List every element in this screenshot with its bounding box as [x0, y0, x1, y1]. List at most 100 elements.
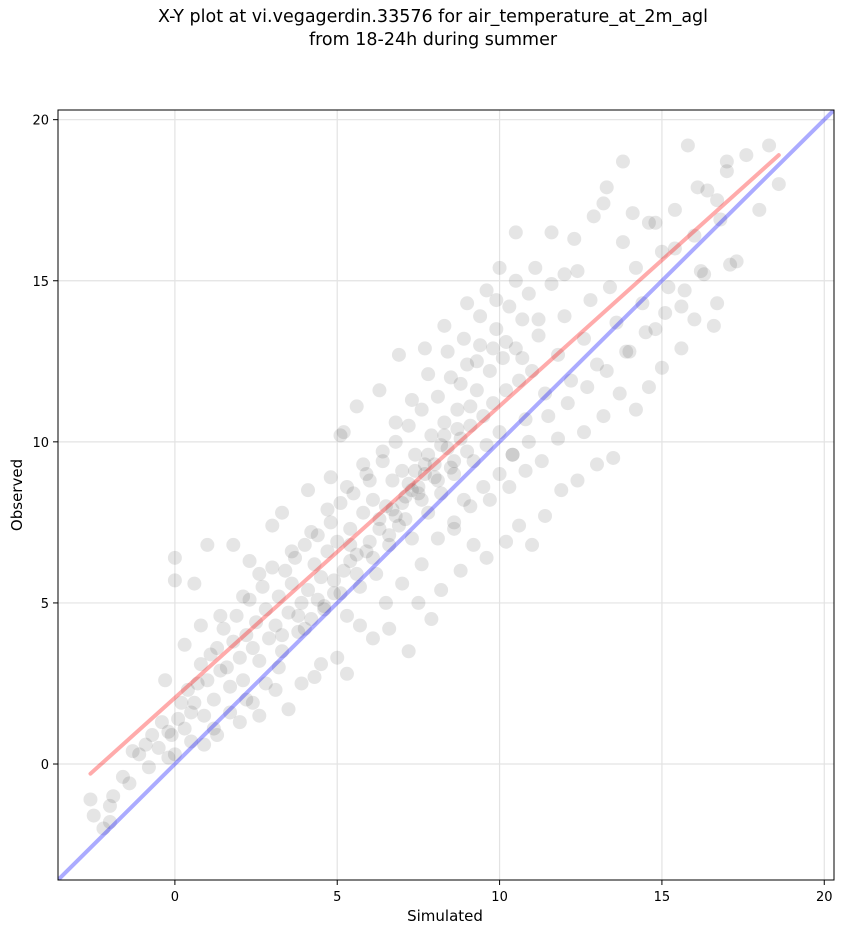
- data-point: [424, 428, 439, 443]
- data-point: [271, 589, 286, 604]
- data-point: [388, 508, 403, 523]
- data-point: [391, 347, 406, 362]
- data-point: [713, 212, 728, 227]
- data-point: [589, 457, 604, 472]
- data-point: [154, 715, 169, 730]
- data-point: [395, 496, 410, 511]
- data-point: [450, 421, 465, 436]
- data-point: [505, 447, 520, 462]
- data-point: [382, 528, 397, 543]
- data-point: [677, 283, 692, 298]
- data-point: [499, 534, 514, 549]
- data-point: [333, 428, 348, 443]
- data-point: [521, 286, 536, 301]
- data-point: [508, 225, 523, 240]
- data-point: [508, 341, 523, 356]
- data-point: [667, 202, 682, 217]
- data-point: [414, 402, 429, 417]
- data-point: [612, 386, 627, 401]
- data-point: [184, 705, 199, 720]
- data-point: [372, 512, 387, 527]
- data-point: [447, 454, 462, 469]
- data-point: [430, 473, 445, 488]
- data-point: [158, 673, 173, 688]
- data-point: [596, 196, 611, 211]
- data-point: [242, 554, 257, 569]
- data-point: [206, 692, 221, 707]
- data-point: [525, 363, 540, 378]
- data-point: [288, 550, 303, 565]
- data-point: [430, 531, 445, 546]
- data-point: [262, 631, 277, 646]
- data-point: [638, 325, 653, 340]
- data-point: [421, 505, 436, 520]
- data-point: [359, 544, 374, 559]
- data-point: [398, 489, 413, 504]
- data-point: [437, 415, 452, 430]
- data-point: [609, 315, 624, 330]
- data-point: [502, 299, 517, 314]
- data-point: [236, 589, 251, 604]
- data-point: [479, 550, 494, 565]
- data-point: [499, 334, 514, 349]
- data-point: [531, 312, 546, 327]
- data-point: [479, 438, 494, 453]
- data-point: [356, 505, 371, 520]
- data-point: [628, 260, 643, 275]
- data-point: [167, 550, 182, 565]
- data-point: [538, 508, 553, 523]
- data-point: [752, 202, 767, 217]
- data-point: [515, 312, 530, 327]
- data-point: [557, 267, 572, 282]
- data-point: [310, 592, 325, 607]
- data-point: [395, 463, 410, 478]
- data-point: [184, 734, 199, 749]
- data-point: [190, 676, 205, 691]
- data-point: [297, 537, 312, 552]
- data-point: [213, 608, 228, 623]
- data-point: [145, 728, 160, 743]
- data-point: [404, 483, 419, 498]
- data-point: [323, 515, 338, 530]
- data-point: [304, 612, 319, 627]
- data-point: [382, 537, 397, 552]
- data-point: [102, 798, 117, 813]
- data-point: [606, 450, 621, 465]
- data-point: [570, 264, 585, 279]
- data-point: [641, 380, 656, 395]
- data-point: [164, 728, 179, 743]
- data-point: [661, 280, 676, 295]
- data-point: [161, 750, 176, 765]
- data-point: [83, 792, 98, 807]
- data-point: [362, 534, 377, 549]
- chart-title-line-1: X-Y plot at vi.vegagerdin.33576 for air_…: [157, 7, 709, 27]
- data-point: [177, 721, 192, 736]
- data-point: [265, 560, 280, 575]
- data-point: [674, 341, 689, 356]
- data-point: [447, 521, 462, 536]
- y-tick-label: 20: [32, 114, 49, 129]
- identity-line: [58, 110, 834, 880]
- data-point: [391, 518, 406, 533]
- data-point: [141, 760, 156, 775]
- data-point: [333, 496, 348, 511]
- data-point: [102, 815, 117, 830]
- data-point: [492, 425, 507, 440]
- data-point: [197, 708, 212, 723]
- data-point: [252, 653, 267, 668]
- data-point: [551, 347, 566, 362]
- data-point: [174, 695, 189, 710]
- data-point: [326, 586, 341, 601]
- data-point: [388, 415, 403, 430]
- data-point: [534, 454, 549, 469]
- data-point: [317, 599, 332, 614]
- data-point: [622, 344, 637, 359]
- data-point: [505, 447, 520, 462]
- data-point: [304, 525, 319, 540]
- data-point: [333, 586, 348, 601]
- data-point: [460, 296, 475, 311]
- data-point: [628, 402, 643, 417]
- data-point: [450, 402, 465, 417]
- data-point: [203, 647, 218, 662]
- data-point: [356, 457, 371, 472]
